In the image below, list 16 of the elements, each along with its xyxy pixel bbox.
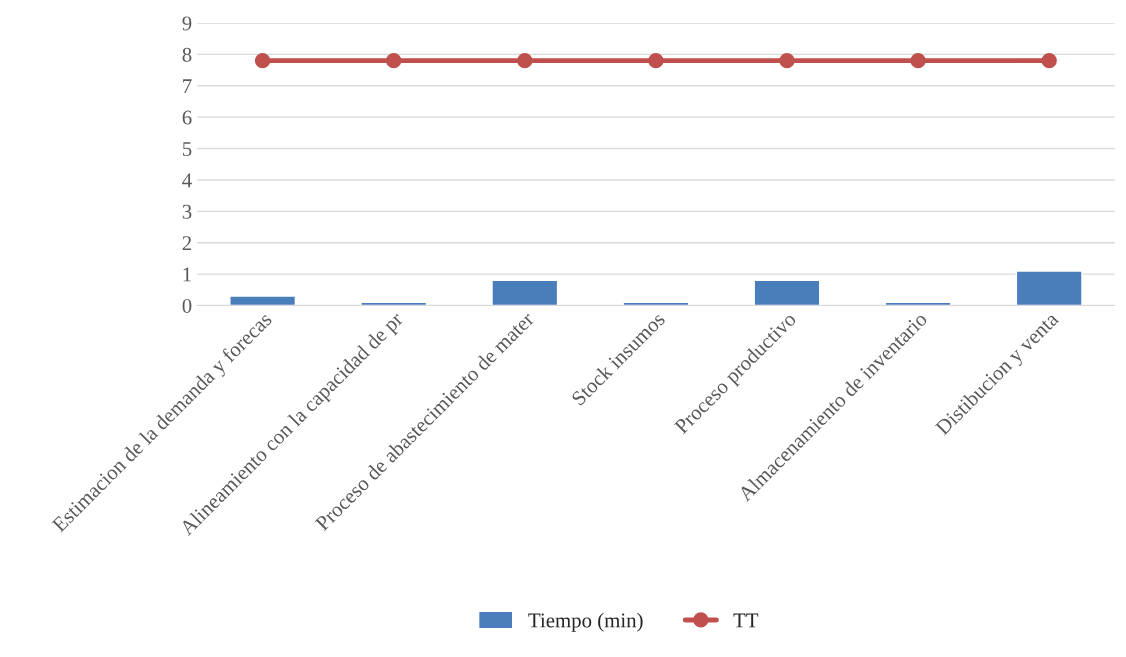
y-tick-label: 7 [183,79,192,93]
bar [491,279,559,306]
y-tick-label: 0 [182,298,192,313]
bar [229,295,297,306]
bar [1015,270,1083,306]
y-tick-label: 5 [182,142,192,156]
y-tick-label: 2 [182,236,192,250]
y-tick-label: 8 [182,47,192,62]
y-tick-label: 3 [182,204,192,219]
legend-label: Tiempo (min) [528,612,643,632]
y-tick-label: 6 [182,110,192,125]
y-tick-label: 4 [182,173,192,188]
legend-label: TT [733,613,759,628]
y-tick-label: 9 [182,16,192,31]
bar [753,279,821,306]
y-tick-label: 1 [183,267,191,282]
